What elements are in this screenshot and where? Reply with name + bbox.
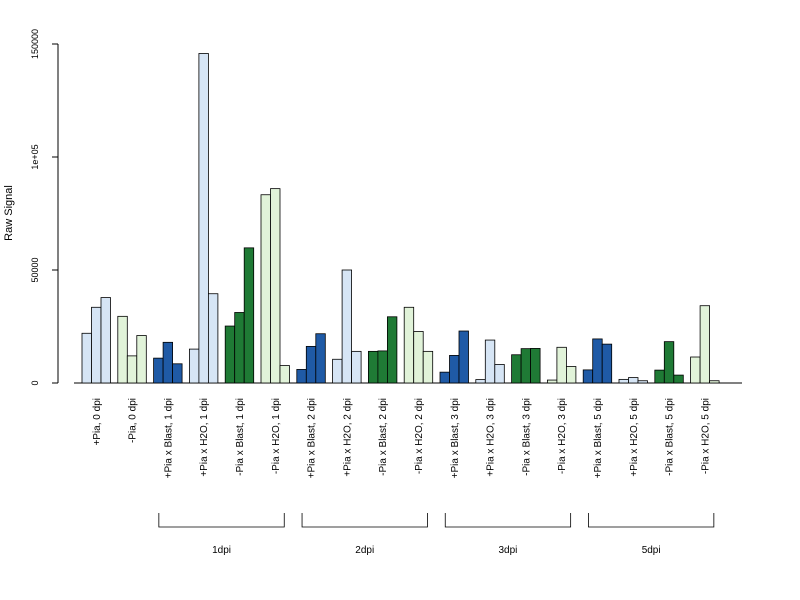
bar [279,365,290,384]
bar [136,335,147,384]
group-bracket-label: 1dpi [212,545,231,556]
group-bracket-label: 2dpi [355,545,374,556]
x-tick-label: +Pia x Blast, 3 dpi [450,398,461,478]
bar [413,331,424,384]
bar [582,369,594,384]
y-tick-label: 50000 [30,257,40,282]
y-tick-label: 0 [30,380,40,385]
x-tick-label: +Pia x H2O, 1 dpi [199,398,210,477]
bar [315,333,326,384]
bar [198,53,209,384]
bar [126,355,138,384]
bar [367,350,379,384]
bar [260,194,271,384]
group-bracket-label: 3dpi [498,545,517,556]
bar [270,188,281,384]
y-tick-label: 150000 [30,29,40,59]
bar [628,377,639,384]
x-tick-labels: +Pia, 0 dpi -Pia, 0 dpi +Pia x Blast, 1 dp… [92,398,712,478]
x-tick-label: +Pia x H2O, 5 dpi [629,398,640,477]
time-brackets: 1dpi 2dpi 3dpi 5dpi [158,513,715,556]
x-tick-label: -Pia x Blast, 5 dpi [665,398,676,476]
bar [601,343,613,384]
bar [422,350,434,384]
bar [351,350,362,384]
bar [162,341,174,384]
bar [511,354,522,384]
bar [709,380,720,384]
x-tick-label: +Pia, 0 dpi [92,398,103,446]
bar [494,364,505,384]
bar [663,341,675,384]
bar [81,332,92,384]
bar [100,297,111,384]
group-bracket [588,513,715,528]
bar [91,306,102,384]
bar [556,346,567,384]
bar [637,380,648,384]
x-tick-label: -Pia x H2O, 1 dpi [271,398,282,474]
bar [296,369,307,384]
x-tick-label: -Pia, 0 dpi [128,398,139,443]
bars [81,53,720,384]
bar [530,348,541,384]
bar [341,269,353,384]
x-tick-label: +Pia x Blast, 2 dpi [307,398,318,478]
bar [690,356,701,384]
x-tick-label: -Pia x H2O, 5 dpi [700,398,711,474]
bar [234,312,245,384]
bar [207,293,219,384]
bar [117,315,128,384]
bar [439,371,450,384]
x-tick-label: -Pia x H2O, 3 dpi [557,398,568,474]
bar [566,366,577,384]
group-bracket [158,513,285,528]
x-tick-label: +Pia x H2O, 2 dpi [342,398,353,477]
group-bracket-label: 5dpi [642,545,661,556]
bar [332,358,343,384]
bar [547,379,558,384]
bar [654,369,665,384]
bar [520,348,531,384]
y-axis-label: Raw Signal [3,185,15,241]
bar [188,348,200,384]
bar [592,338,603,384]
x-tick-label: +Pia x H2O, 3 dpi [486,398,497,477]
bar [153,357,164,384]
x-tick-label: -Pia x H2O, 2 dpi [414,398,425,474]
bar [403,306,415,384]
x-tick-label: -Pia x Blast, 3 dpi [521,398,532,476]
bar [475,379,486,384]
bar [449,355,460,384]
bar [386,316,398,384]
bar [458,330,469,384]
y-axis: 0 50000 1e+05 150000 [30,29,59,386]
bar [172,363,183,384]
group-bracket [301,513,428,528]
y-tick-label: 1e+05 [30,144,40,169]
bar [224,325,236,384]
bar [243,247,255,384]
bar [673,374,684,384]
x-tick-label: +Pia x Blast, 1 dpi [163,398,174,478]
group-bracket [444,513,572,528]
bar [618,378,629,384]
bar [377,350,388,384]
bar [305,345,317,384]
bar [484,339,496,384]
x-tick-label: -Pia x Blast, 2 dpi [378,398,389,476]
x-tick-label: +Pia x Blast, 5 dpi [593,398,604,478]
bar [699,305,710,384]
x-tick-label: -Pia x Blast, 1 dpi [235,398,246,476]
